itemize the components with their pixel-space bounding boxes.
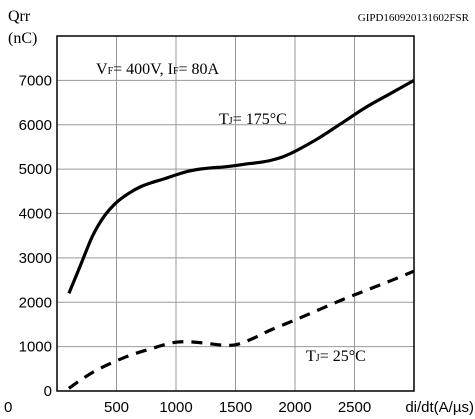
x-tick-label: 1000	[159, 399, 192, 416]
series-label-25-subscript: J	[316, 353, 320, 364]
vf-symbol: V	[96, 61, 108, 78]
series-label-175-subscript: J	[229, 116, 233, 127]
x-tick-labels: 0 500 1000 1500 2000 2500	[4, 399, 371, 416]
y-tick-label: 2000	[19, 294, 52, 311]
if-value: = 80A	[179, 61, 220, 78]
x-tick-label: 2000	[278, 399, 311, 416]
series-line-175c	[67, 78, 415, 294]
series-label-25: TJ= 25°C	[306, 348, 366, 365]
vf-subscript: F	[108, 66, 114, 77]
series-label-175-symbol: T	[219, 111, 229, 128]
x-tick-label: 0	[4, 399, 12, 416]
series-line-25c	[67, 269, 415, 390]
vf-value: = 400V,	[113, 61, 164, 78]
y-tick-label: 3000	[19, 250, 52, 267]
grid	[57, 36, 414, 391]
y-tick-label: 7000	[19, 72, 52, 89]
y-tick-label: 5000	[19, 161, 52, 178]
series-label-175-value: = 175°C	[233, 111, 287, 128]
conditions-label: VF= 400V, IF= 80A	[96, 61, 220, 78]
y-tick-labels: 0 1000 2000 3000 4000 5000 6000 7000	[19, 72, 52, 400]
plot-frame	[56, 35, 415, 392]
y-tick-label: 1000	[19, 339, 52, 356]
y-axis-title-line2: (nC)	[8, 30, 37, 47]
series-label-25-value: = 25°C	[320, 348, 366, 365]
y-axis-title-text: Qrr	[8, 8, 31, 25]
x-tick-label: 500	[104, 399, 129, 416]
series-label-25-symbol: T	[306, 348, 316, 365]
x-tick-label: 1500	[219, 399, 252, 416]
x-axis-title: di/dt(A/µs)	[405, 399, 474, 416]
y-tick-label: 6000	[19, 117, 52, 134]
series-lines	[67, 78, 415, 390]
document-code: GIPD160920131602FSR	[358, 12, 470, 24]
y-tick-label: 0	[44, 383, 52, 400]
y-axis-title-line1: Qrr	[8, 8, 31, 25]
if-subscript: F	[173, 66, 179, 77]
y-tick-label: 4000	[19, 206, 52, 223]
if-symbol: I	[168, 61, 173, 78]
x-tick-label: 2500	[338, 399, 371, 416]
series-label-175: TJ= 175°C	[219, 111, 287, 128]
